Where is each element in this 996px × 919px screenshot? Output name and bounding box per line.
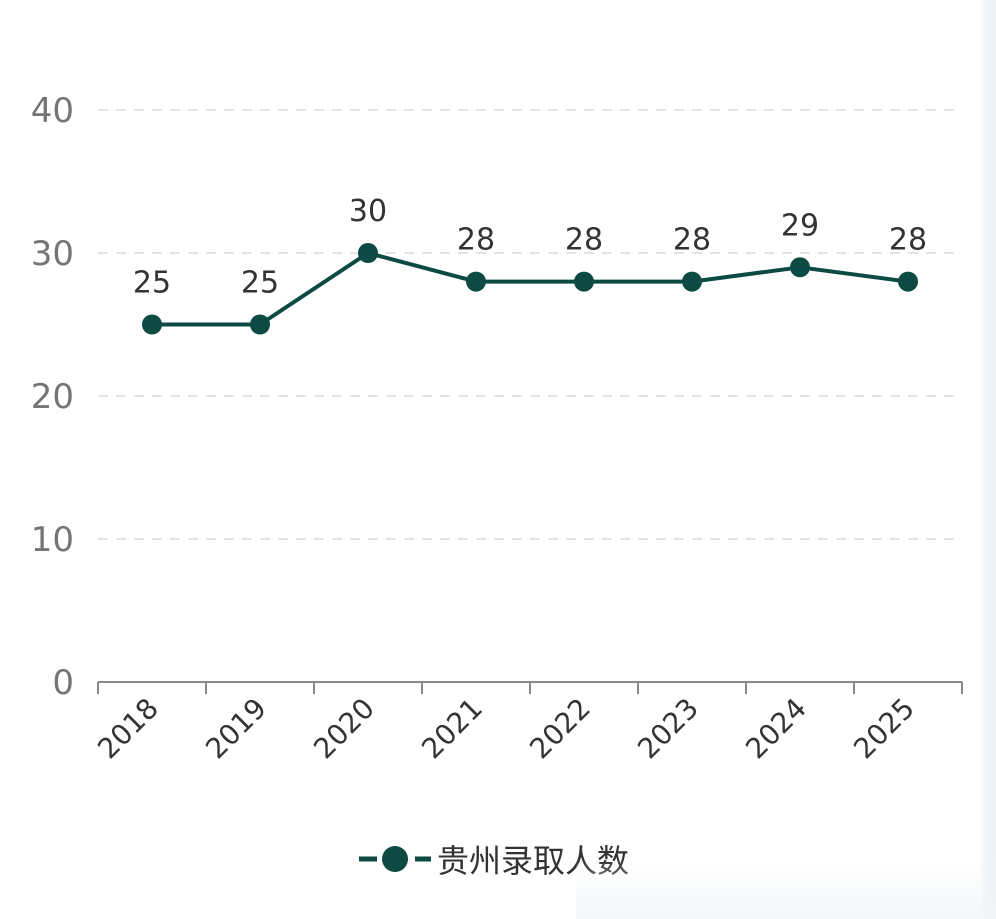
data-label: 28 — [889, 223, 927, 258]
legend-dot-swatch — [381, 846, 408, 872]
data-label: 28 — [673, 223, 711, 258]
data-label: 29 — [781, 208, 819, 243]
legend-marker — [358, 846, 431, 872]
x-tick-label: 2019 — [199, 692, 273, 766]
data-point — [250, 314, 270, 335]
data-point — [142, 314, 162, 335]
y-tick-label: 30 — [31, 234, 74, 274]
y-tick-label: 0 — [52, 663, 74, 703]
x-tick-label: 2018 — [91, 692, 165, 766]
x-tick-label: 2023 — [631, 692, 705, 766]
x-tick-label: 2024 — [739, 692, 813, 766]
y-tick-label: 20 — [31, 377, 74, 417]
data-point — [574, 271, 594, 292]
data-label: 30 — [349, 194, 387, 229]
axes: 0 10 20 30 40 2018 2019 2020 2021 2022 2023 2024 202… — [31, 91, 963, 766]
series-line — [152, 251, 909, 327]
data-label: 28 — [457, 223, 495, 258]
x-tick-label: 2021 — [415, 692, 489, 766]
right-edge-panel — [982, 0, 996, 919]
y-tick-label: 10 — [31, 520, 74, 560]
data-point — [898, 271, 918, 292]
data-point — [466, 271, 486, 292]
data-label: 28 — [565, 223, 603, 258]
data-point — [682, 271, 702, 292]
y-tick-label: 40 — [31, 91, 74, 131]
data-point — [790, 257, 810, 278]
data-label: 25 — [241, 266, 279, 301]
x-tick-label: 2025 — [847, 692, 921, 766]
data-label: 25 — [133, 266, 171, 301]
data-labels: 25 25 30 28 28 28 29 28 — [133, 194, 927, 301]
data-point — [358, 243, 378, 263]
series-layer — [142, 243, 918, 335]
bottom-shade — [576, 859, 996, 919]
x-tick-label: 2020 — [307, 692, 381, 766]
x-tick-label: 2022 — [523, 692, 597, 766]
